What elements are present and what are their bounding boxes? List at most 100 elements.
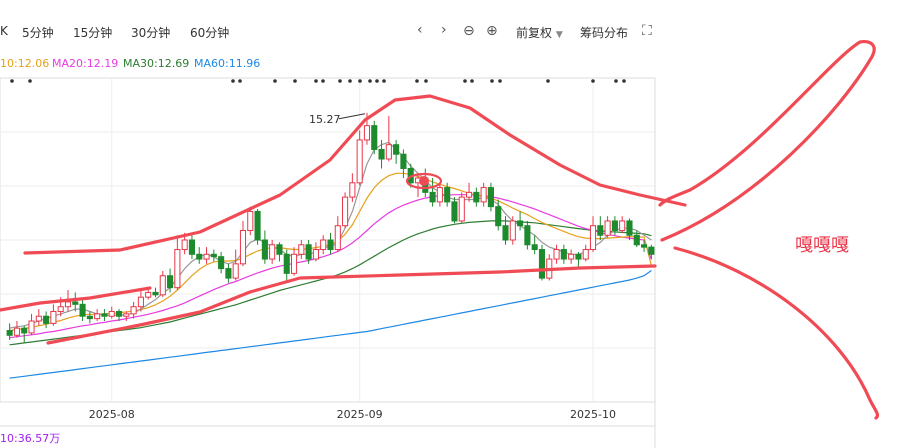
event-marker — [28, 79, 32, 83]
candle-body — [218, 256, 225, 270]
candle-body — [356, 139, 363, 184]
event-marker — [375, 79, 379, 83]
candle-body — [589, 225, 597, 251]
event-marker — [614, 79, 618, 83]
candle-body — [458, 196, 465, 222]
tab-k[interactable]: K — [0, 24, 8, 38]
event-marker — [546, 79, 550, 83]
zoom-in-icon[interactable]: ⊕ — [486, 23, 498, 39]
legend-ma10: 10:12.06 — [0, 57, 50, 70]
candle-body — [225, 268, 232, 279]
chevron-right-icon[interactable]: › — [441, 22, 447, 38]
candle-body — [276, 244, 283, 255]
adjust-dropdown[interactable]: 前复权 ▼ — [516, 24, 563, 41]
event-marker — [314, 79, 318, 83]
candle-body — [28, 320, 35, 334]
candle-body — [210, 253, 217, 258]
legend-ma60: MA60:11.96 — [194, 57, 261, 70]
tab-60min[interactable]: 60分钟 — [190, 26, 230, 40]
candle-body — [611, 220, 618, 231]
chip-distribution-button[interactable]: 筹码分布 — [580, 26, 629, 40]
candle-body — [239, 229, 247, 265]
candle-body — [232, 263, 239, 279]
candle-body — [86, 315, 93, 320]
candle-body — [502, 225, 509, 241]
candle-body — [597, 225, 604, 236]
candle-body — [174, 249, 181, 289]
x-tick-label: 2025-09 — [337, 408, 383, 421]
candle-body — [57, 306, 64, 312]
candle-body — [342, 196, 349, 227]
event-marker — [273, 79, 277, 83]
hand-drawn-stroke — [0, 286, 152, 312]
candle-body — [79, 303, 86, 317]
event-marker — [415, 79, 419, 83]
event-marker — [622, 79, 626, 83]
candle-body — [524, 225, 531, 246]
candle-body — [101, 313, 108, 317]
annotation-text: 嘎嘎嘎 — [795, 235, 849, 256]
candle-body — [196, 253, 203, 260]
hand-drawn-stroke — [658, 39, 876, 242]
candle-body — [560, 249, 567, 260]
candle-body — [269, 244, 276, 260]
candle-body — [363, 125, 371, 141]
candle-body — [145, 291, 152, 298]
hand-drawn-stroke — [46, 264, 657, 345]
candle-body — [72, 301, 79, 305]
candle-body — [641, 244, 648, 248]
candle-body — [50, 310, 57, 324]
candle-body — [130, 306, 137, 315]
event-marker — [293, 79, 297, 83]
candle-body — [298, 244, 305, 255]
candle-body — [283, 253, 290, 274]
hand-drawn-ellipse — [405, 172, 443, 190]
tab-30min[interactable]: 30分钟 — [131, 26, 171, 40]
candle-body — [94, 313, 101, 320]
candle-body — [480, 187, 487, 203]
candle-body — [451, 201, 458, 222]
candle-body — [568, 253, 575, 260]
fullscreen-icon[interactable]: ⛶ — [642, 23, 652, 39]
candle-body — [648, 246, 655, 255]
tab-5min[interactable]: 5分钟 — [22, 26, 54, 40]
event-marker — [238, 79, 242, 83]
candle-body — [290, 253, 298, 274]
event-marker — [368, 79, 372, 83]
candle-body — [137, 296, 144, 308]
event-marker — [470, 79, 474, 83]
x-tick-label: 2025-08 — [89, 408, 135, 421]
adjust-label: 前复权 — [516, 26, 553, 40]
candle-body — [444, 187, 451, 203]
zoom-out-icon[interactable]: ⊖ — [463, 23, 475, 39]
volume-label: 10:36.57万 — [0, 432, 61, 445]
candle-body — [247, 210, 254, 231]
candle-body — [254, 210, 261, 241]
caret-down-icon: ▼ — [555, 30, 563, 40]
candle-body — [64, 301, 72, 308]
candle-body — [21, 327, 28, 334]
candle-body — [429, 191, 436, 203]
candle-body — [320, 239, 327, 251]
candle-body — [13, 327, 20, 336]
candle-body — [465, 191, 473, 198]
tab-15min[interactable]: 15分钟 — [73, 26, 113, 40]
candle-body — [261, 239, 268, 260]
event-marker — [231, 79, 235, 83]
candle-body — [108, 310, 115, 317]
candle-body — [473, 191, 480, 203]
event-marker — [382, 79, 386, 83]
candle-body — [538, 249, 546, 279]
ma20-line — [9, 194, 652, 339]
event-marker — [463, 79, 467, 83]
candle-body — [152, 291, 159, 296]
event-marker — [321, 79, 325, 83]
candle-body — [312, 249, 319, 260]
candle-body — [626, 220, 633, 236]
candle-body — [604, 220, 611, 236]
candle-body — [6, 330, 13, 336]
candle-body — [495, 206, 502, 227]
chevron-left-icon[interactable]: ‹ — [417, 22, 423, 38]
candle-body — [334, 225, 341, 251]
